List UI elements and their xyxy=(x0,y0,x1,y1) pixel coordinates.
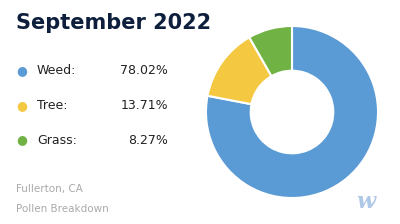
Text: 8.27%: 8.27% xyxy=(128,134,168,146)
Text: September 2022: September 2022 xyxy=(16,13,211,33)
Text: ●: ● xyxy=(16,64,27,77)
Wedge shape xyxy=(206,26,378,198)
Text: Grass:: Grass: xyxy=(37,134,77,146)
Wedge shape xyxy=(208,37,272,104)
Text: 13.71%: 13.71% xyxy=(120,99,168,112)
Text: Tree:: Tree: xyxy=(37,99,67,112)
Text: ●: ● xyxy=(16,134,27,146)
Text: Pollen Breakdown: Pollen Breakdown xyxy=(16,204,109,214)
Text: 78.02%: 78.02% xyxy=(120,64,168,77)
Wedge shape xyxy=(249,26,292,76)
Text: w: w xyxy=(356,191,375,213)
Text: ●: ● xyxy=(16,99,27,112)
Text: Weed:: Weed: xyxy=(37,64,76,77)
Text: Fullerton, CA: Fullerton, CA xyxy=(16,184,83,194)
